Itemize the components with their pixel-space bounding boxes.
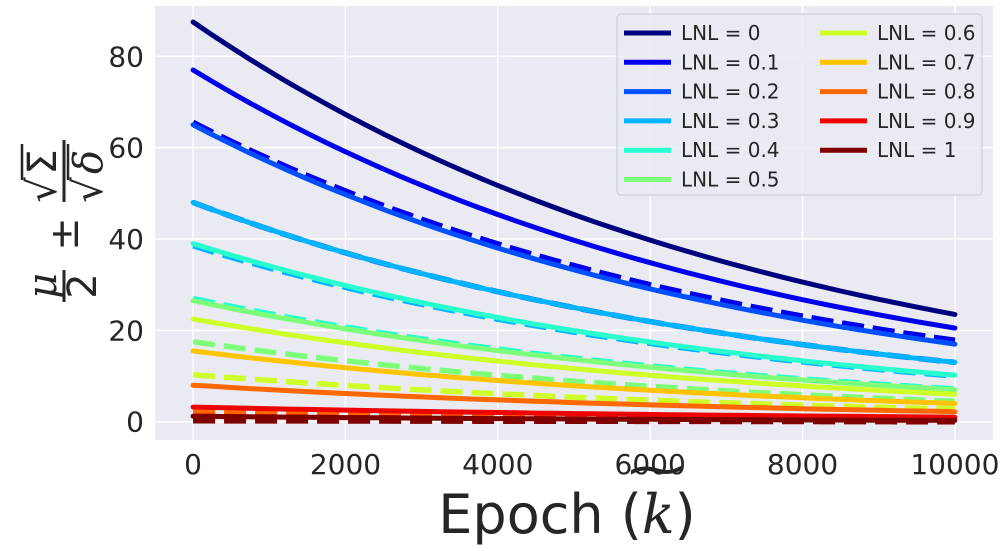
legend-label: LNL = 0.4 <box>681 138 780 162</box>
legend-item: LNL = 0.2 <box>624 80 780 104</box>
series-line-lower <box>192 339 956 404</box>
x-axis-label-tilde: ~ <box>622 440 689 498</box>
y-tick-label: 60 <box>108 132 144 165</box>
legend-label: LNL = 0.3 <box>681 109 780 133</box>
series-line-upper <box>190 122 958 347</box>
legend-label: LNL = 0.2 <box>681 80 780 104</box>
legend-frame <box>616 13 983 196</box>
series-line-upper <box>190 413 958 423</box>
legend: LNL = 0 LNL = 0.1 LNL = 0.2 LNL = 0.3 LNL = … <box>616 13 983 196</box>
series-line-upper <box>190 316 958 397</box>
series-6 <box>190 316 958 412</box>
y-label-mu: μ <box>20 273 66 299</box>
y-label-two: 2 <box>60 273 106 298</box>
series-line-upper <box>190 67 958 331</box>
legend-label: LNL = 0.8 <box>877 80 976 104</box>
series-10 <box>190 413 958 425</box>
legend-item: LNL = 0.8 <box>820 80 976 104</box>
legend-item: LNL = 0.9 <box>820 109 976 133</box>
y-tick-label: 40 <box>108 223 144 256</box>
legend-label: LNL = 1 <box>877 138 956 162</box>
series-line-upper <box>190 298 958 393</box>
x-tick-label: 10000 <box>910 448 999 481</box>
y-label-root-1: √ <box>20 177 66 203</box>
x-axis-label: Epoch (k) <box>438 483 695 546</box>
y-label-delta: δ <box>66 150 112 174</box>
x-tick-labels: 0 2000 4000 6000 8000 10000 <box>184 448 999 481</box>
y-tick-label: 20 <box>108 314 144 347</box>
legend-label: LNL = 0.9 <box>877 109 976 133</box>
y-tick-label: 0 <box>126 406 144 439</box>
series-line-lower <box>191 120 956 344</box>
x-tick-label: 2000 <box>310 448 381 481</box>
legend-item: LNL = 0.3 <box>624 109 780 133</box>
y-label-sigma: Σ <box>20 149 66 174</box>
y-label-pm: ± <box>42 217 88 251</box>
series-1 <box>190 67 958 344</box>
legend-label: LNL = 0.7 <box>877 50 976 74</box>
series-line-upper <box>190 199 958 365</box>
legend-label: LNL = 0.1 <box>681 50 780 74</box>
y-tick-labels: 0 20 40 60 80 <box>108 40 144 438</box>
legend-label: LNL = 0.5 <box>681 168 780 192</box>
legend-item: LNL = 0.6 <box>820 21 976 45</box>
series-line-upper <box>190 348 958 406</box>
y-axis-label: μ 2 ± √ Σ √ δ <box>20 140 112 302</box>
legend-label: LNL = 0.6 <box>877 21 976 45</box>
x-tick-label: 4000 <box>462 448 533 481</box>
y-label-root-2: √ <box>66 177 112 203</box>
series-line-lower <box>192 371 955 412</box>
series-line-upper <box>190 241 958 378</box>
legend-item: LNL = 0.7 <box>820 50 976 74</box>
x-tick-label: 8000 <box>767 448 838 481</box>
legend-label: LNL = 0 <box>681 21 760 45</box>
legend-item: LNL = 0 <box>624 21 760 45</box>
legend-item: LNL = 0.1 <box>624 50 780 74</box>
series-line-upper <box>190 404 958 420</box>
x-tick-label: 0 <box>184 448 202 481</box>
y-tick-label: 80 <box>108 40 144 73</box>
x-tick-label: 6000 <box>615 448 686 481</box>
legend-item: LNL = 0.5 <box>624 168 780 192</box>
series-line-upper <box>190 382 958 415</box>
series-layer <box>190 19 958 425</box>
legend-item: LNL = 0.4 <box>624 138 780 162</box>
series-5 <box>190 298 958 404</box>
series-line-upper <box>190 19 958 317</box>
legend-item: LNL = 1 <box>820 138 956 162</box>
